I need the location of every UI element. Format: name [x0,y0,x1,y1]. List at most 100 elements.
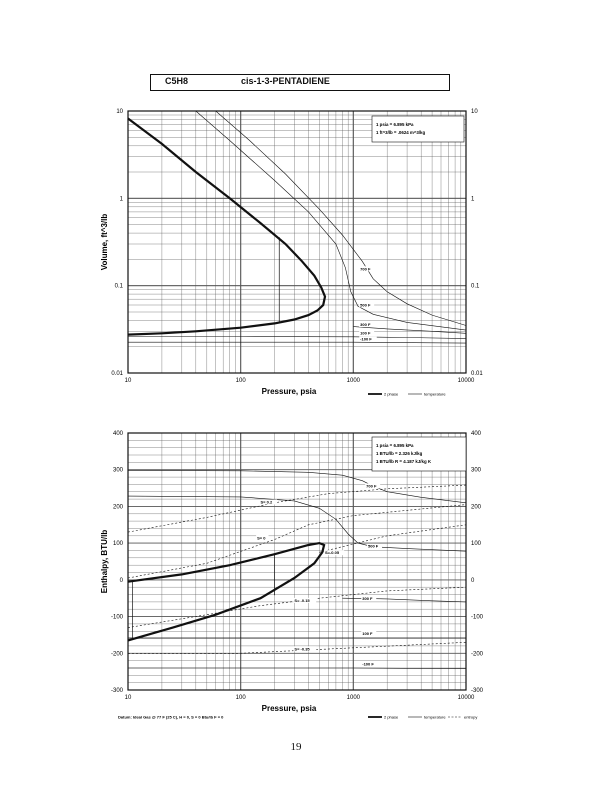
plot-frame [127,432,467,691]
series--100-f [128,667,467,669]
y-tick-label-right: 10 [471,109,478,115]
curve-label: S= 0 [257,535,266,540]
curve-label-bg [359,322,375,328]
y-tick-label-right: 1 [471,196,475,202]
y-axis-label: Volume, ft^3/lb [100,214,109,271]
curve-label-bg [365,483,381,489]
series--100-f [128,341,467,344]
conversion-note: 1 BTU/lb = 2.326 kJ/kg [376,451,423,456]
y-tick-label-right: 0.01 [471,371,483,377]
series-s-0-05 [319,524,467,553]
series-700-f [215,110,467,326]
conversion-box [371,115,465,143]
x-tick-label: 1000 [347,695,361,701]
curve-label: 700 F [366,483,377,488]
y-tick-label: -300 [111,688,124,694]
compound-name: cis-1-3-PENTADIENE [241,76,330,86]
curve-label: 300 F [360,322,371,327]
legend-label: temperature [424,715,446,720]
y-tick-label: -100 [111,615,124,621]
y-tick-label: 10 [116,109,123,115]
legend-label: 2 phase [384,715,399,720]
y-tick-label: 400 [113,431,124,437]
curve-label-bg [259,499,278,505]
conversion-note: 1 BTU/lb R = 4.187 kJ/kg K [376,459,432,464]
conversion-note: 1 psia = 6.895 kPa [376,122,414,127]
datum-note: Datum: Ideal Gas @ 77 F (25 C), H = 0, S… [118,715,224,720]
x-tick-label: 10 [125,695,132,701]
curve-label: 300 F [362,596,373,601]
x-axis-label: Pressure, psia [262,387,317,396]
x-axis-label: Pressure, psia [262,704,317,713]
curve-label: 500 F [360,302,371,307]
y-tick-label-right: -200 [471,651,484,657]
y-tick-label-right: 0 [471,578,475,584]
y-tick-label: 100 [113,541,124,547]
series-s-0-2 [127,484,467,533]
conversion-note: 1 psia = 6.895 kPa [376,443,414,448]
curve-label-bg [367,543,383,549]
curve-label: -100 F [362,661,374,666]
curve-label: S= 0.2 [261,499,273,504]
y-tick-label-right: 100 [471,541,482,547]
series-2-phase [127,117,327,336]
series-100-f [128,336,467,339]
legend-label: 2 phase [384,392,399,397]
y-tick-label-right: -300 [471,688,484,694]
y-axis-label: Enthalpy, BTU/lb [100,530,109,594]
curve-label-bg [359,336,377,342]
x-tick-label: 100 [236,378,247,384]
curve-label-bg [293,646,317,652]
y-tick-label: 0.01 [111,371,123,377]
curve-label-bg [361,630,377,636]
legend-label: temperature [424,392,446,397]
curve-label-bg [293,597,317,603]
y-tick-label: 300 [113,468,124,474]
curve-label-bg [361,596,377,602]
x-tick-label: 100 [236,695,247,701]
y-tick-label-right: 300 [471,468,482,474]
curve-label: S= -0.15 [294,598,310,603]
y-tick-label-right: -100 [471,615,484,621]
y-tick-label: -200 [111,651,124,657]
curve-label-bg [323,550,345,556]
y-tick-label-right: 0.1 [471,284,480,290]
series-300-f [353,326,467,334]
curve-label: 100 F [360,331,371,336]
y-tick-label: 1 [120,196,124,202]
legend-label: entropy [464,715,477,720]
grid [127,432,467,691]
plot-frame [127,110,467,374]
curve-label: S= -0.35 [294,646,310,651]
x-tick-label: 1000 [347,378,361,384]
chart-title-box: C5H8 cis-1-3-PENTADIENE [150,74,450,91]
conversion-note: 1 ft^3/lb = .0624 m^3/kg [376,130,425,135]
curve-label-bg [359,302,375,308]
series-s-0 [127,504,467,579]
curve-label-bg [256,535,269,541]
curve-label: 700 F [360,266,371,271]
conversion-box [371,436,467,472]
curve-label-bg [359,266,375,272]
series-500-f [195,110,467,331]
grid [127,110,467,374]
page-number: 19 [290,741,302,753]
curve-label: 100 F [362,631,373,636]
x-tick-label: 10000 [458,695,475,701]
compound-formula: C5H8 [165,76,189,86]
curve-label: -100 F [360,337,372,342]
y-tick-label: 0 [120,578,124,584]
y-tick-label: 0.1 [115,284,124,290]
series-700-f [127,470,467,504]
y-tick-label: 200 [113,504,124,510]
curve-label: 500 F [368,544,379,549]
curve-label-bg [359,330,375,336]
series-500-f [127,495,467,552]
y-tick-label-right: 400 [471,431,482,437]
curve-label-bg [361,661,379,667]
series-s-0-15 [127,586,467,628]
y-tick-label-right: 200 [471,504,482,510]
curve-label: S=-0.05 [325,550,340,555]
